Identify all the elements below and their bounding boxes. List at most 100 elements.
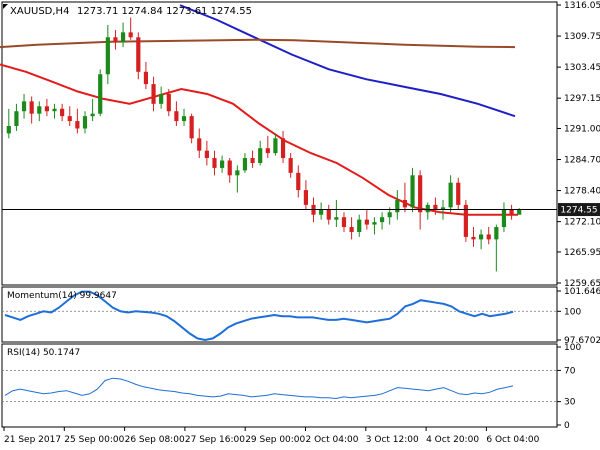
candle-body — [501, 209, 507, 228]
candle-body — [120, 32, 126, 43]
x-tick-label: 26 Sep 08:00 — [125, 435, 185, 445]
momentum-line — [4, 290, 514, 342]
candle-body — [151, 84, 156, 104]
candle-body — [128, 32, 133, 38]
candle-body — [265, 148, 270, 154]
main-plot — [0, 4, 557, 272]
candle-body — [471, 236, 476, 240]
candle-body — [372, 222, 377, 225]
candle-body — [334, 217, 339, 220]
candle-body — [29, 101, 34, 114]
candle-body — [410, 175, 415, 208]
x-tick-label: 4 Oct 20:00 — [426, 435, 479, 445]
candle-body — [440, 207, 446, 210]
main-y-tick-label: 1303.45 — [564, 63, 600, 73]
x-tick-label: 21 Sep 2017 — [4, 435, 61, 445]
rsi-y-tick-label: 30 — [564, 398, 576, 408]
rsi-plot — [2, 369, 557, 403]
candle-body — [509, 209, 514, 215]
x-tick-label: 2 Oct 04:00 — [306, 435, 359, 445]
candle-body — [143, 71, 149, 85]
rsi-label: RSI(14) 50.1747 — [7, 348, 80, 358]
candle-body — [174, 111, 179, 122]
candle-body — [242, 158, 248, 171]
candle-body — [288, 158, 293, 173]
candle-body — [235, 170, 240, 176]
main-y-tick-label: 1309.75 — [564, 32, 600, 42]
candle-body — [463, 204, 468, 237]
candle-body — [479, 234, 484, 240]
candle-body — [448, 182, 453, 208]
main-y-tick-label: 1284.70 — [564, 156, 600, 166]
ohlc-label: 1273.71 1274.84 1273.61 1274.55 — [77, 6, 252, 17]
candle-body — [425, 204, 430, 213]
candle-body — [433, 204, 438, 210]
candle-body — [37, 106, 42, 114]
rsi-y-tick-label: 70 — [564, 366, 576, 376]
candle-body — [82, 116, 88, 129]
candle-body — [494, 227, 499, 240]
candle-body — [326, 209, 331, 220]
momentum-y-tick-label: 100 — [564, 307, 581, 317]
candle-body — [67, 116, 72, 122]
candle-body — [319, 209, 324, 215]
candle-body — [52, 108, 57, 112]
candle-body — [258, 148, 263, 163]
candle-body — [273, 138, 278, 154]
candle-body — [357, 219, 362, 232]
candle-body — [280, 138, 286, 159]
candle-body — [517, 209, 522, 215]
x-tick-label: 6 Oct 04:00 — [486, 435, 539, 445]
axes: 1316.05 1309.75 1303.45 1297.15 1291.00 1284.… — [3, 1, 600, 445]
candle-body — [90, 113, 95, 117]
current-price-tag — [558, 203, 600, 217]
candle-body — [418, 175, 423, 213]
rsi-panel-frame — [1, 343, 558, 428]
candle-body — [364, 219, 369, 225]
candle-body — [303, 190, 308, 205]
candle-body — [204, 150, 209, 159]
candle-body — [159, 93, 164, 104]
candle-body — [166, 93, 171, 112]
candle-body — [189, 116, 194, 139]
ma-line-0 — [0, 63, 518, 216]
ma-line-2 — [0, 38, 516, 49]
candle-body — [486, 234, 491, 240]
current-price-label: 1274.55 — [560, 206, 597, 216]
candle-body — [136, 37, 141, 72]
x-tick-label: 27 Sep 16:00 — [185, 435, 245, 445]
symbol-label: XAUUSD,H4 — [10, 6, 69, 17]
candle-body — [227, 160, 232, 176]
candle-body — [21, 101, 27, 112]
rsi-y-tick-label: 100 — [564, 343, 581, 353]
candle-body — [44, 106, 49, 112]
candle-body — [341, 217, 347, 228]
candle-body — [6, 126, 11, 134]
rsi-line — [4, 377, 514, 400]
main-y-tick-label: 1297.15 — [564, 94, 600, 104]
candle-body — [75, 121, 80, 129]
x-tick-label: 3 Oct 12:00 — [366, 435, 419, 445]
x-tick-label: 25 Sep 00:00 — [64, 435, 124, 445]
main-y-tick-label: 1272.10 — [564, 218, 600, 228]
candle-body — [296, 172, 301, 191]
candle-body — [402, 199, 408, 208]
candle-body — [220, 160, 225, 168]
ma-line-1 — [179, 4, 516, 118]
main-y-tick-label: 1291.00 — [564, 124, 600, 134]
momentum-plot — [2, 290, 557, 342]
main-y-tick-label: 1278.40 — [564, 187, 600, 197]
momentum-y-tick-label: 97.6702 — [564, 336, 600, 346]
candle-body — [379, 217, 385, 223]
main-y-tick-label: 1316.05 — [564, 1, 600, 11]
candle-body — [197, 138, 202, 151]
candle-body — [105, 37, 110, 75]
momentum-label: Momentum(14) 99.9647 — [7, 291, 117, 301]
x-tick-label: 29 Sep 00:00 — [245, 435, 305, 445]
collapse-triangle-icon — [3, 4, 8, 9]
candle-body — [387, 212, 392, 218]
candle-body — [14, 111, 19, 127]
